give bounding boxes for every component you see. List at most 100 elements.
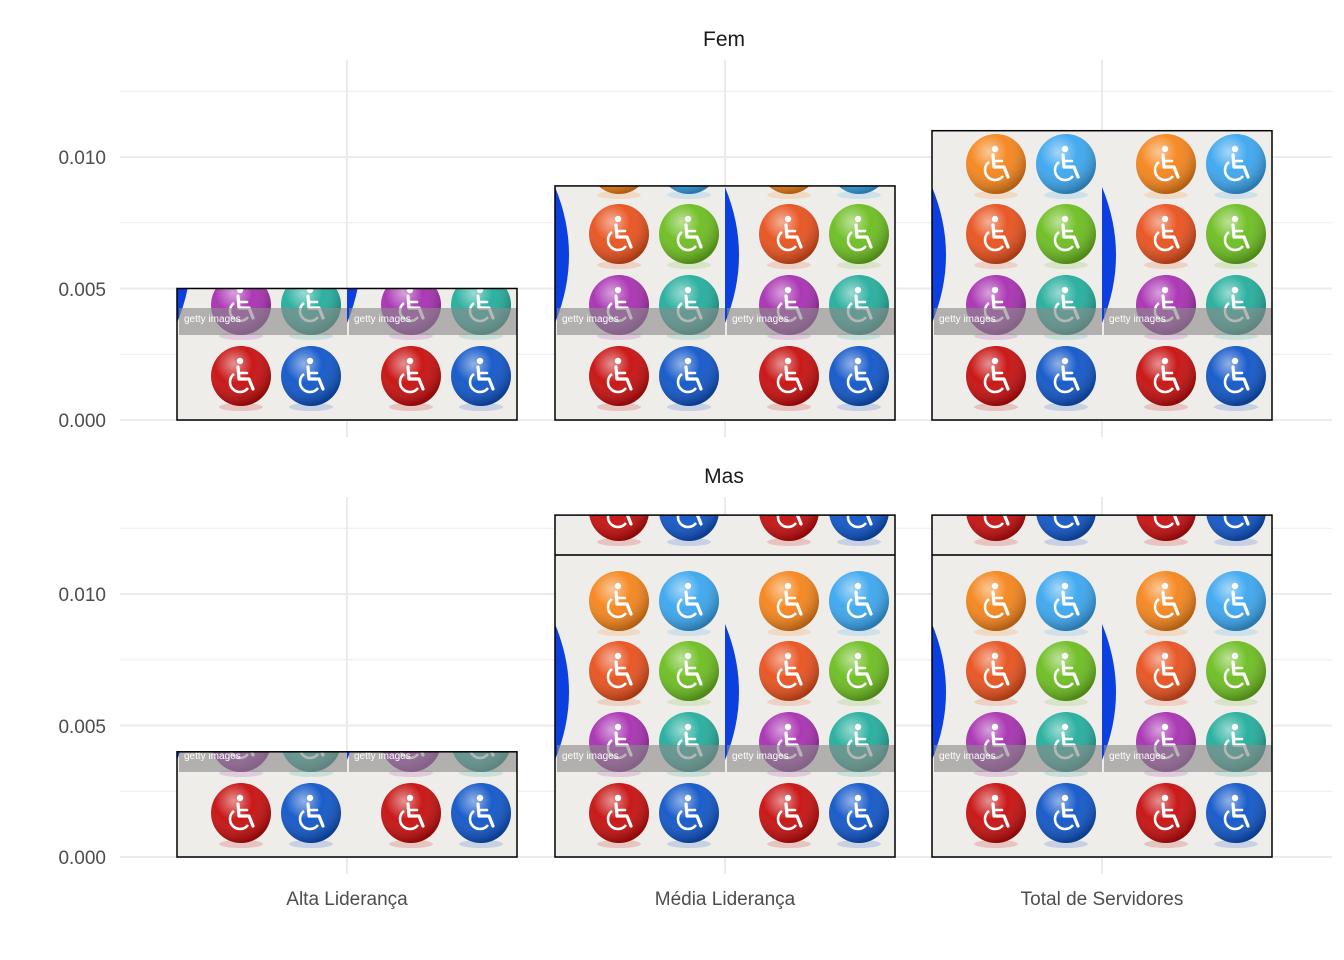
y-axis-mas: 0.000 0.005 0.010 xyxy=(58,585,106,869)
wheelchair-icon xyxy=(837,185,881,199)
wheelchair-icon xyxy=(1136,204,1196,269)
wheelchair-icon xyxy=(211,134,271,199)
y-tick-label: 0.010 xyxy=(58,585,106,606)
wheelchair-icon xyxy=(759,571,819,636)
wheelchair-icon xyxy=(381,204,441,269)
wheelchair-icon xyxy=(1136,515,1196,546)
wheelchair-icon xyxy=(281,204,341,269)
wheelchair-icon xyxy=(451,641,511,706)
wheelchair-icon xyxy=(1206,204,1266,269)
watermark-text: getty images xyxy=(732,449,789,460)
watermark-text: getty images xyxy=(184,751,241,762)
wheelchair-icon xyxy=(281,571,341,636)
wheelchair-icon xyxy=(381,641,441,706)
wheelchair-icon xyxy=(211,641,271,706)
wheelchair-icon xyxy=(451,783,511,848)
wheelchair-icon xyxy=(966,134,1026,199)
wheelchair-icon xyxy=(1206,134,1266,199)
wheelchair-icon xyxy=(829,204,889,269)
watermark-text: getty images xyxy=(939,751,996,762)
wheelchair-icon xyxy=(966,346,1026,411)
bar: getty images getty images getty images gett… xyxy=(931,449,1273,858)
watermark-text: getty images xyxy=(732,751,789,762)
wheelchair-icon xyxy=(966,571,1026,636)
wheelchair-icon xyxy=(966,515,1026,546)
wheelchair-icon xyxy=(829,641,889,706)
wheelchair-icon xyxy=(451,134,511,199)
wheelchair-icon xyxy=(211,346,271,411)
wheelchair-icon xyxy=(381,783,441,848)
wheelchair-icon xyxy=(1136,641,1196,706)
y-tick-label: 0.010 xyxy=(58,148,106,169)
bar-outline xyxy=(554,185,896,421)
wheelchair-icon xyxy=(597,185,641,199)
wheelchair-icon xyxy=(667,185,711,199)
bars-fem: getty images getty images getty images gett… xyxy=(176,129,1273,421)
wheelchair-icon xyxy=(1036,641,1096,706)
wheelchair-icon xyxy=(659,346,719,411)
facet-title-fem: Fem xyxy=(703,28,745,51)
y-tick-label: 0.000 xyxy=(58,848,106,869)
wheelchair-icon xyxy=(1206,515,1266,546)
watermark-text: getty images xyxy=(939,314,996,325)
y-tick-label: 0.005 xyxy=(58,717,106,738)
wheelchair-icon xyxy=(589,204,649,269)
y-tick-label: 0.000 xyxy=(58,411,106,432)
wheelchair-icon xyxy=(589,515,649,546)
wheelchair-icon xyxy=(211,783,271,848)
wheelchair-icon xyxy=(759,641,819,706)
y-axis-fem: 0.000 0.005 0.010 xyxy=(58,148,106,432)
wheelchair-icon xyxy=(659,204,719,269)
wheelchair-icon xyxy=(1206,346,1266,411)
x-tick-label: Alta Liderança xyxy=(286,889,408,910)
wheelchair-icon xyxy=(1036,783,1096,848)
wheelchair-icon xyxy=(281,346,341,411)
wheelchair-icon xyxy=(381,134,441,199)
wheelchair-icon xyxy=(759,204,819,269)
wheelchair-icon xyxy=(281,641,341,706)
bar-outline xyxy=(554,514,896,858)
wheelchair-icon xyxy=(381,346,441,411)
wheelchair-icon xyxy=(589,783,649,848)
watermark-text: getty images xyxy=(184,314,241,325)
wheelchair-icon xyxy=(451,346,511,411)
wheelchair-icon xyxy=(1136,346,1196,411)
wheelchair-icon xyxy=(381,571,441,636)
x-tick-label: Média Liderança xyxy=(655,889,796,910)
wheelchair-icon xyxy=(966,783,1026,848)
facet-title-mas: Mas xyxy=(704,465,744,488)
facet-panel-mas: Mas getty images getty images getty images… xyxy=(58,449,1332,874)
wheelchair-icon xyxy=(589,641,649,706)
wheelchair-icon xyxy=(966,641,1026,706)
bar: getty images getty images getty images gett… xyxy=(554,449,896,858)
watermark-text: getty images xyxy=(562,449,619,460)
wheelchair-icon xyxy=(1036,134,1096,199)
bar-outline xyxy=(176,751,518,858)
wheelchair-icon xyxy=(659,515,719,546)
bar: getty images getty images xyxy=(176,571,518,858)
wheelchair-icon xyxy=(659,571,719,636)
bar: getty images getty images xyxy=(931,129,1273,421)
wheelchair-icon xyxy=(829,346,889,411)
wheelchair-icon xyxy=(767,185,811,199)
wheelchair-icon xyxy=(1036,571,1096,636)
watermark-text: getty images xyxy=(732,314,789,325)
wheelchair-icon xyxy=(211,571,271,636)
wheelchair-icon xyxy=(1206,641,1266,706)
watermark-text: getty images xyxy=(1109,314,1166,325)
wheelchair-icon xyxy=(211,204,271,269)
wheelchair-icon xyxy=(1036,204,1096,269)
bar-outline xyxy=(931,129,1273,421)
wheelchair-icon xyxy=(659,641,719,706)
x-axis: Alta Liderança Média Liderança Total de … xyxy=(286,889,1183,910)
wheelchair-icon xyxy=(1136,783,1196,848)
wheelchair-icon xyxy=(1036,515,1096,546)
wheelchair-icon xyxy=(451,204,511,269)
x-tick-label: Total de Servidores xyxy=(1021,889,1184,910)
wheelchair-icon xyxy=(759,346,819,411)
facet-panel-fem: Fem getty images getty images getty images… xyxy=(58,28,1332,437)
wheelchair-icon xyxy=(1206,783,1266,848)
wheelchair-icon xyxy=(1136,134,1196,199)
watermark-text: getty images xyxy=(1109,449,1166,460)
